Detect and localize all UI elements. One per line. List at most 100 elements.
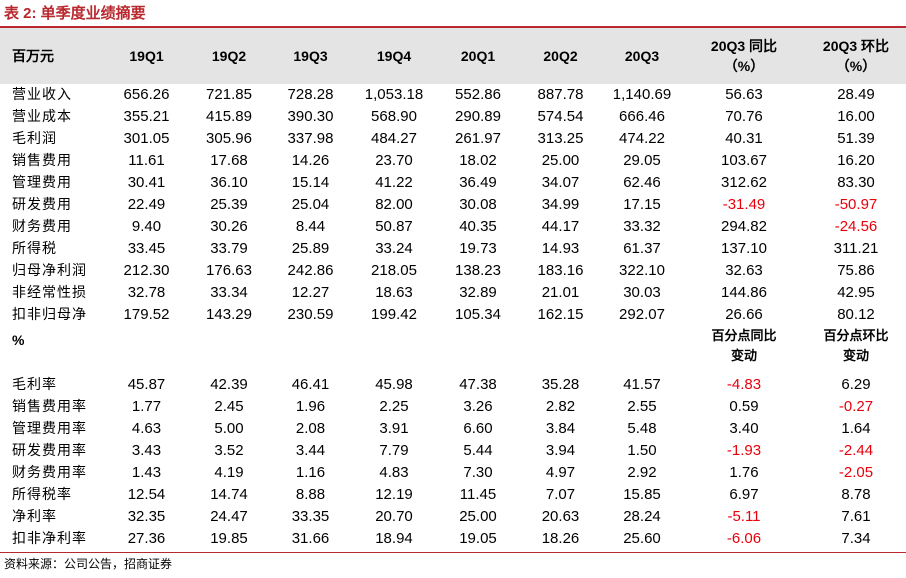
row-label: 所得税率 [12, 487, 72, 503]
table-cell: 36.49 [459, 174, 497, 191]
table-cell: -50.97 [834, 196, 878, 213]
table-row: 研发费用率 3.43 3.52 3.44 7.79 5.44 3.94 1.50 -1.93 -2… [0, 440, 906, 462]
table-cell: 355.21 [123, 108, 170, 125]
table-cell: 1.43 [131, 464, 162, 481]
table-row: 管理费用率 4.63 5.00 2.08 3.91 6.60 3.84 5.48 3.40 1.6… [0, 418, 906, 440]
ratio-header-row: % 百分点同比 变动 百分点环比 变动 [0, 326, 906, 374]
table-cell: 4.97 [545, 464, 576, 481]
table-cell: 230.59 [287, 306, 334, 323]
row-label: 销售费用 [12, 153, 72, 169]
table-cell: 3.91 [379, 420, 409, 437]
table-cell: 1,053.18 [364, 86, 424, 103]
table-cell: 14.74 [210, 486, 248, 503]
table-cell: 721.85 [206, 86, 252, 103]
table-cell: -1.93 [726, 442, 762, 459]
table-cell: 75.86 [837, 262, 875, 279]
col-header: 20Q1 [460, 48, 496, 64]
table-cell: 46.41 [291, 376, 330, 393]
col-header: 19Q2 [211, 48, 247, 64]
table-cell: 474.22 [619, 130, 665, 147]
col-header: 20Q2 [543, 48, 578, 64]
yoy-header-line2: （%） [723, 58, 765, 74]
table-cell: 45.98 [375, 376, 413, 393]
table-cell: 7.30 [463, 464, 493, 481]
row-label: 毛利润 [12, 131, 57, 147]
table-cell: 218.05 [371, 262, 417, 279]
row-label: 毛利率 [12, 377, 57, 393]
header-background [0, 28, 906, 84]
unit-header: 百万元 [12, 48, 54, 64]
table-cell: 3.44 [295, 442, 326, 459]
table-cell: 16.00 [837, 108, 875, 125]
table-cell: 728.28 [287, 86, 334, 103]
table-cell: 32.89 [459, 284, 497, 301]
table-cell: 3.84 [545, 420, 576, 437]
table-cell: 40.31 [725, 130, 763, 147]
table-cell: 31.66 [291, 530, 330, 547]
table-row: 扣非归母净 179.52 143.29 230.59 199.42 105.34 162.1… [0, 304, 906, 326]
table-cell: 242.86 [287, 262, 334, 279]
table-row: 销售费用 11.61 17.68 14.26 23.70 18.02 25.00 29.05 1… [0, 150, 906, 172]
table-cell: 26.66 [725, 306, 763, 323]
table-cell: 199.42 [371, 306, 417, 323]
table-cell: 4.83 [379, 464, 409, 481]
table-cell: 19.85 [210, 530, 248, 547]
table-cell: 5.44 [463, 442, 493, 459]
table-cell: 5.48 [627, 420, 657, 437]
table-cell: 656.26 [123, 86, 170, 103]
table-cell: 4.63 [131, 420, 162, 437]
table-cell: 17.15 [623, 196, 661, 213]
table-cell: 2.45 [214, 398, 244, 415]
table-row: 营业收入 656.26 721.85 728.28 1,053.18 552.86 887.… [0, 84, 906, 106]
table-cell: 1.76 [729, 464, 759, 481]
table-cell: 20.63 [541, 508, 580, 525]
table-cell: 415.89 [206, 108, 252, 125]
table-cell: 137.10 [721, 240, 767, 257]
table-cell: 312.62 [721, 174, 767, 191]
table-cell: 292.07 [619, 306, 665, 323]
table-cell: 25.04 [291, 196, 330, 213]
table-cell: 11.61 [128, 152, 165, 169]
table-cell: -5.11 [727, 508, 761, 525]
row-label: 归母净利润 [12, 263, 87, 279]
table-cell: 8.88 [295, 486, 326, 503]
table-cell: -6.06 [726, 530, 762, 547]
table-cell: 313.25 [537, 130, 584, 147]
col-header: 19Q3 [293, 48, 328, 64]
table-cell: 32.78 [127, 284, 166, 301]
table-row: 毛利率 45.87 42.39 46.41 45.98 47.38 35.28 41.57 -4… [0, 374, 906, 396]
row-label: 财务费用 [12, 219, 72, 235]
table-row: 所得税 33.45 33.79 25.89 33.24 19.73 14.93 61.37 13… [0, 238, 906, 260]
table-cell: 24.47 [210, 508, 248, 525]
table-cell: 8.78 [841, 486, 871, 503]
col-header: 19Q4 [376, 48, 412, 64]
table-cell: 47.38 [459, 376, 497, 393]
table-cell: 16.20 [837, 152, 875, 169]
table-cell: -31.49 [722, 196, 766, 213]
table-cell: 212.30 [123, 262, 170, 279]
row-label: 净利率 [12, 509, 57, 525]
table-row: 营业成本 355.21 415.89 390.30 568.90 290.89 574.54… [0, 106, 906, 128]
table-cell: 42.95 [837, 284, 875, 301]
table-cell: 12.54 [127, 486, 166, 503]
table-cell: 32.63 [725, 262, 763, 279]
table-cell: 50.87 [375, 218, 413, 235]
table-cell: 2.08 [295, 420, 326, 437]
table-cell: 35.28 [541, 376, 580, 393]
table-cell: 18.26 [541, 530, 580, 547]
table-row: 扣非净利率 27.36 19.85 31.66 18.94 19.05 18.26 25.60… [0, 528, 906, 550]
table-cell: 19.05 [459, 530, 497, 547]
table-cell: 42.39 [210, 376, 248, 393]
table-cell: 6.97 [729, 486, 759, 503]
ratio-yoy-line2: 变动 [730, 348, 757, 363]
table-cell: 1.64 [841, 420, 871, 437]
table-cell: 18.94 [375, 530, 413, 547]
row-label: 财务费用率 [12, 465, 87, 481]
table-cell: 176.63 [206, 262, 252, 279]
table-cell: 3.94 [545, 442, 576, 459]
table-row: 归母净利润 212.30 176.63 242.86 218.05 138.23 183.1… [0, 260, 906, 282]
table-cell: 2.82 [545, 398, 576, 415]
qoq-header: 20Q3 环比 （%） [806, 28, 906, 84]
table-cell: -4.83 [726, 376, 762, 393]
table-cell: 30.03 [623, 284, 661, 301]
